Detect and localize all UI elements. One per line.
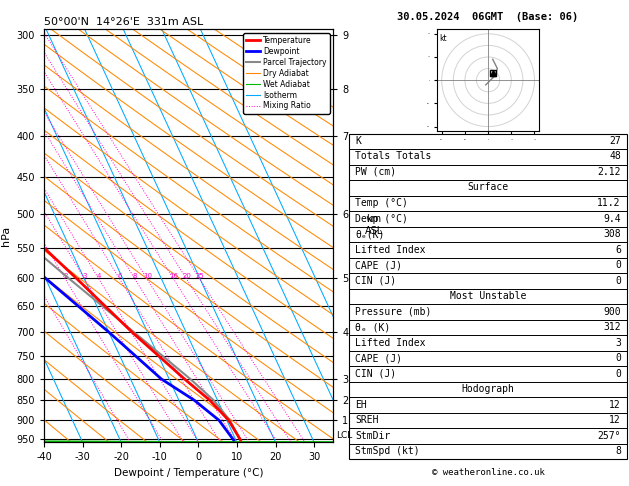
Text: Temp (°C): Temp (°C) <box>355 198 408 208</box>
Text: CAPE (J): CAPE (J) <box>355 353 403 363</box>
Text: 4: 4 <box>97 273 101 279</box>
Text: 6: 6 <box>615 244 621 255</box>
Legend: Temperature, Dewpoint, Parcel Trajectory, Dry Adiabat, Wet Adiabat, Isotherm, Mi: Temperature, Dewpoint, Parcel Trajectory… <box>243 33 330 114</box>
Text: EH: EH <box>355 399 367 410</box>
Text: Pressure (mb): Pressure (mb) <box>355 307 431 316</box>
Text: 16: 16 <box>169 273 178 279</box>
Text: StmDir: StmDir <box>355 431 391 441</box>
Text: 12: 12 <box>609 415 621 425</box>
Text: CIN (J): CIN (J) <box>355 368 396 379</box>
Text: 6: 6 <box>118 273 122 279</box>
Text: 2.12: 2.12 <box>598 167 621 177</box>
Text: 10: 10 <box>143 273 152 279</box>
Text: 50°00'N  14°26'E  331m ASL: 50°00'N 14°26'E 331m ASL <box>44 17 203 27</box>
Text: 30.05.2024  06GMT  (Base: 06): 30.05.2024 06GMT (Base: 06) <box>398 12 579 22</box>
Text: Dewp (°C): Dewp (°C) <box>355 213 408 224</box>
Text: K: K <box>355 136 361 146</box>
Text: 9.4: 9.4 <box>603 213 621 224</box>
Text: 25: 25 <box>196 273 204 279</box>
Text: 27: 27 <box>609 136 621 146</box>
Text: 0: 0 <box>615 353 621 363</box>
Text: kt: kt <box>440 34 447 43</box>
Text: 308: 308 <box>603 229 621 239</box>
Text: StmSpd (kt): StmSpd (kt) <box>355 446 420 456</box>
Text: Hodograph: Hodograph <box>462 384 515 394</box>
Text: 12: 12 <box>609 399 621 410</box>
Text: Surface: Surface <box>467 183 509 192</box>
Text: 312: 312 <box>603 322 621 332</box>
Text: 0: 0 <box>615 260 621 270</box>
Text: 48: 48 <box>609 152 621 161</box>
Text: SREH: SREH <box>355 415 379 425</box>
Y-axis label: hPa: hPa <box>1 226 11 246</box>
Text: © weatheronline.co.uk: © weatheronline.co.uk <box>431 468 545 477</box>
Y-axis label: km
ASL: km ASL <box>365 214 383 236</box>
X-axis label: Dewpoint / Temperature (°C): Dewpoint / Temperature (°C) <box>114 468 264 478</box>
Text: CAPE (J): CAPE (J) <box>355 260 403 270</box>
Text: PW (cm): PW (cm) <box>355 167 396 177</box>
Text: LCL: LCL <box>337 431 352 440</box>
Text: 20: 20 <box>182 273 191 279</box>
Text: 8: 8 <box>615 446 621 456</box>
Text: 257°: 257° <box>598 431 621 441</box>
Text: 2: 2 <box>64 273 68 279</box>
Text: 900: 900 <box>603 307 621 316</box>
Text: Most Unstable: Most Unstable <box>450 291 526 301</box>
Text: Totals Totals: Totals Totals <box>355 152 431 161</box>
Text: 8: 8 <box>133 273 137 279</box>
Text: 0: 0 <box>615 368 621 379</box>
Text: CIN (J): CIN (J) <box>355 276 396 286</box>
Text: 3: 3 <box>615 338 621 347</box>
Text: Lifted Index: Lifted Index <box>355 244 426 255</box>
Text: θₑ (K): θₑ (K) <box>355 322 391 332</box>
Text: θₑ(K): θₑ(K) <box>355 229 385 239</box>
Text: 0: 0 <box>615 276 621 286</box>
Text: 11.2: 11.2 <box>598 198 621 208</box>
Text: Lifted Index: Lifted Index <box>355 338 426 347</box>
Text: 3: 3 <box>82 273 87 279</box>
